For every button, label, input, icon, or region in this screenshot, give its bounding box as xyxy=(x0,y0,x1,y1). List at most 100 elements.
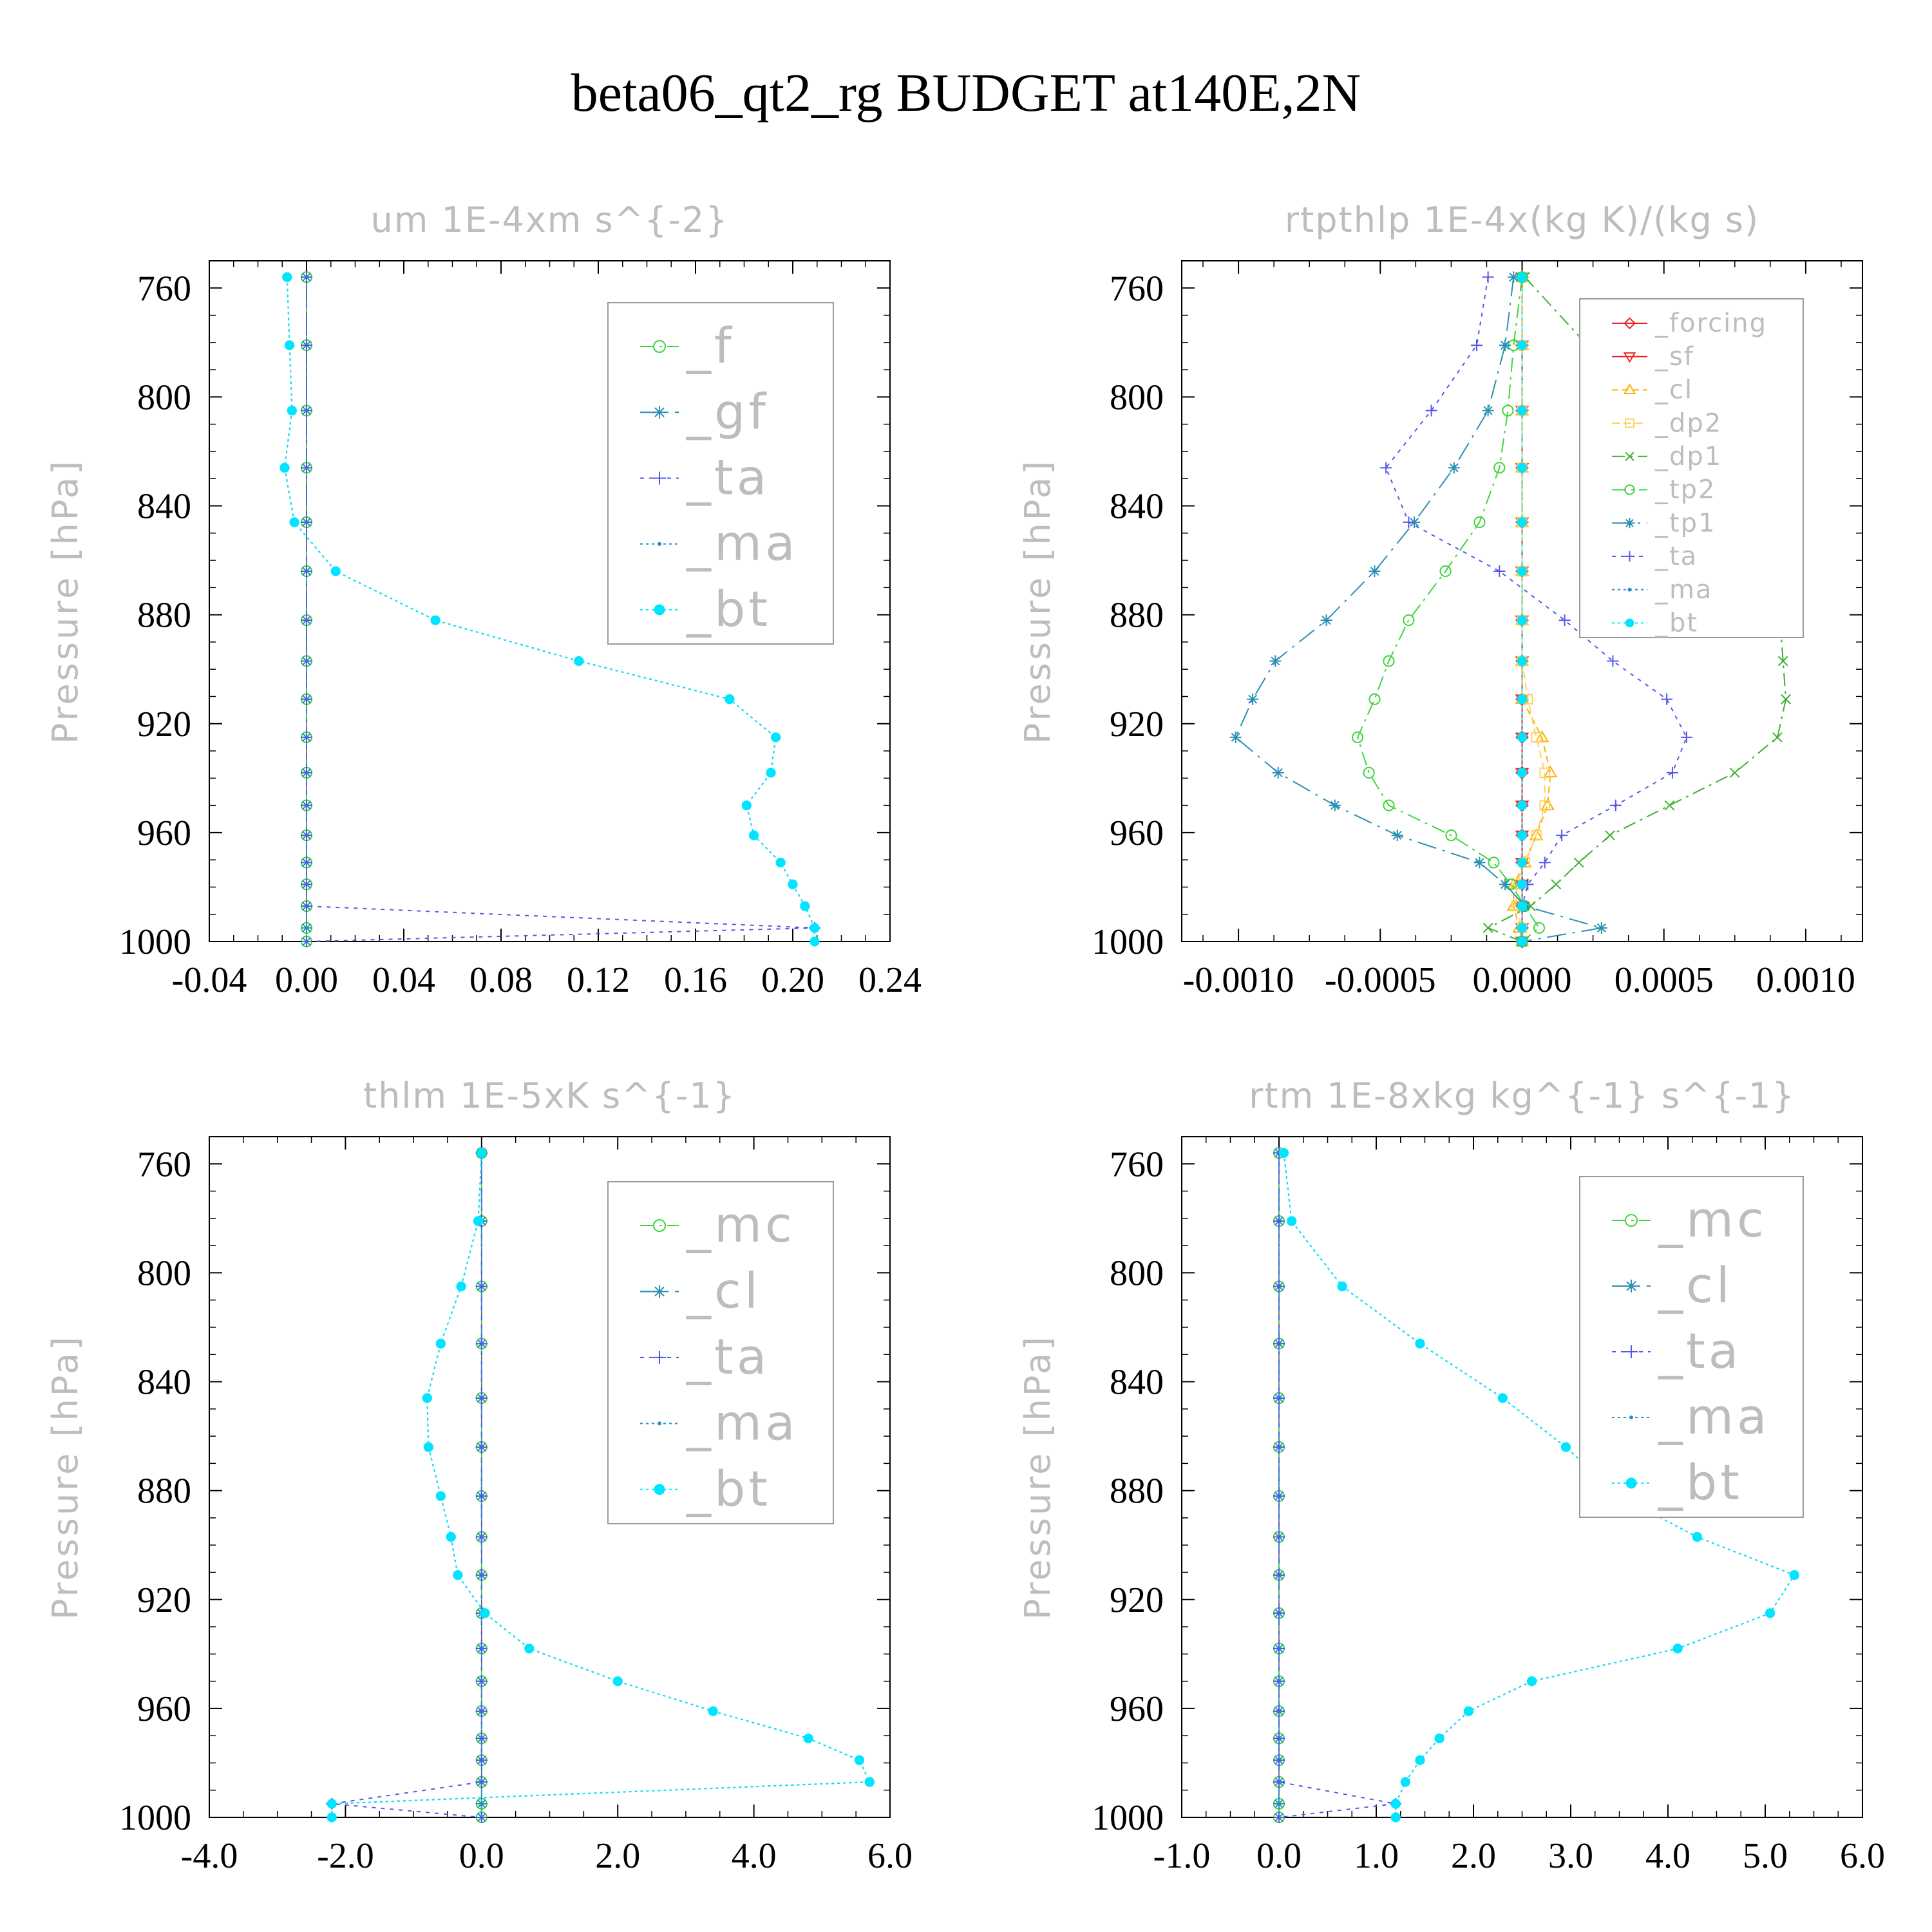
data-point xyxy=(475,1812,488,1823)
data-point xyxy=(475,1441,488,1453)
data-point xyxy=(1573,857,1584,868)
data-point xyxy=(1273,1607,1285,1619)
legend-label: _bt xyxy=(686,580,771,638)
y-tick-label: 880 xyxy=(1110,1472,1164,1511)
series xyxy=(1229,271,1607,947)
x-tick-label: -1.0 xyxy=(1153,1836,1211,1876)
x-tick-label: 0.12 xyxy=(567,960,630,1000)
data-point xyxy=(1539,767,1550,779)
data-point xyxy=(1403,516,1415,528)
x-axis: -1.0 0.0 1.0 2.0 3.0 4.0 5.0 6.0 xyxy=(1153,1137,1885,1876)
x-tick-label: 2.0 xyxy=(595,1836,640,1876)
x-tick-label: 0.0005 xyxy=(1615,960,1714,1000)
data-point xyxy=(1368,693,1381,705)
legend-label: _cl xyxy=(1658,1256,1733,1314)
data-point xyxy=(475,1392,488,1404)
chart-panels: um 1E-4xm s^{-2}Pressure [hPa]-0.04 0.00 0… xyxy=(45,200,1885,1876)
data-point xyxy=(430,615,440,625)
data-point xyxy=(1517,272,1528,283)
y-axis: 760 800 840 880 920 960 1000 xyxy=(119,260,890,962)
legend-item: _tp2 xyxy=(1612,475,1715,505)
data-point xyxy=(803,1733,813,1744)
legend-marker xyxy=(1625,418,1634,428)
legend-label: _dp2 xyxy=(1654,408,1722,438)
data-point xyxy=(475,1776,488,1788)
legend-item: _ma xyxy=(1612,1388,1767,1445)
legend-item: _ma xyxy=(640,515,795,572)
data-point xyxy=(1517,857,1528,868)
y-tick-label: 800 xyxy=(1110,377,1164,417)
x-tick-label: 4.0 xyxy=(1645,1836,1690,1876)
data-point xyxy=(1666,766,1678,779)
data-point xyxy=(1286,1216,1297,1226)
legend-marker xyxy=(654,1484,665,1495)
series-line xyxy=(1235,277,1602,942)
x-tick-label: 6.0 xyxy=(1840,1836,1885,1876)
data-point xyxy=(1517,936,1528,947)
chart-panel: thlm 1E-5xK s^{-1} Pressure [hPa] -4.0 -2.0… xyxy=(45,1075,913,1876)
data-point xyxy=(1425,404,1437,417)
legend-item: _cl xyxy=(640,1262,758,1320)
series xyxy=(1278,1148,1799,1823)
y-axis-label: Pressure [hPa] xyxy=(1018,1334,1058,1620)
legend-marker xyxy=(1624,317,1636,330)
y-tick-label: 840 xyxy=(1110,487,1164,527)
data-point xyxy=(1531,829,1542,841)
series xyxy=(279,272,820,947)
legend-label: _gf xyxy=(686,383,769,440)
data-point xyxy=(1273,1675,1285,1687)
legend-item: _mc xyxy=(640,1196,795,1253)
data-point xyxy=(1448,462,1460,474)
legend-label: _tp1 xyxy=(1654,508,1716,538)
data-point xyxy=(1765,1608,1776,1618)
data-point xyxy=(301,565,312,577)
data-point xyxy=(1517,768,1528,778)
legend: _mc _cl _ta _ma _bt xyxy=(1579,1176,1804,1518)
legend-box xyxy=(607,1181,834,1524)
series-line xyxy=(1513,277,1551,942)
data-point xyxy=(1517,615,1528,625)
y-tick-label: 840 xyxy=(137,487,191,527)
data-point xyxy=(480,1608,490,1618)
legend-label: _bt xyxy=(686,1460,771,1517)
y-tick-label: 840 xyxy=(137,1363,191,1403)
legend-label: _mc xyxy=(686,1196,795,1253)
data-point xyxy=(475,1280,488,1293)
data-point xyxy=(1493,565,1506,577)
legend-item: _dp1 xyxy=(1612,442,1722,471)
data-point xyxy=(1517,800,1528,811)
y-tick-label: 1000 xyxy=(119,1798,191,1838)
data-point xyxy=(1605,830,1615,841)
data-point xyxy=(301,878,312,891)
y-tick-label: 760 xyxy=(137,1144,191,1184)
data-point xyxy=(1531,732,1542,743)
data-point xyxy=(854,1755,865,1765)
x-axis: -0.0010 -0.0005 0.0000 0.0005 0.0010 xyxy=(1183,261,1855,1000)
data-point xyxy=(475,1754,488,1766)
legend-label: _bt xyxy=(1654,609,1698,638)
legend-item: _ta xyxy=(640,1328,766,1385)
data-point xyxy=(810,936,820,947)
legend: _mc _cl _ta _ma _bt xyxy=(607,1181,834,1524)
x-tick-label: 0.16 xyxy=(664,960,727,1000)
data-point xyxy=(1269,655,1282,667)
series-group xyxy=(1273,1147,1799,1824)
data-point xyxy=(1517,517,1528,527)
data-point xyxy=(1692,1531,1702,1542)
x-axis: -0.04 0.00 0.04 0.08 0.12 0.16 0.20 0.24 xyxy=(172,261,922,1000)
y-axis-label: Pressure [hPa] xyxy=(1018,459,1058,744)
data-point xyxy=(279,462,290,473)
y-tick-label: 800 xyxy=(1110,1253,1164,1293)
legend-label: _dp1 xyxy=(1654,442,1722,471)
series xyxy=(1517,272,1528,947)
y-tick-label: 880 xyxy=(1110,596,1164,636)
legend-marker xyxy=(1624,551,1635,562)
data-point xyxy=(301,829,312,842)
data-point xyxy=(1539,857,1551,869)
data-point xyxy=(435,1338,446,1349)
legend-marker xyxy=(1629,1416,1633,1419)
legend-label: _cl xyxy=(1654,375,1693,405)
data-point xyxy=(1368,565,1381,577)
data-point xyxy=(1383,655,1395,667)
legend-marker xyxy=(658,1421,661,1426)
